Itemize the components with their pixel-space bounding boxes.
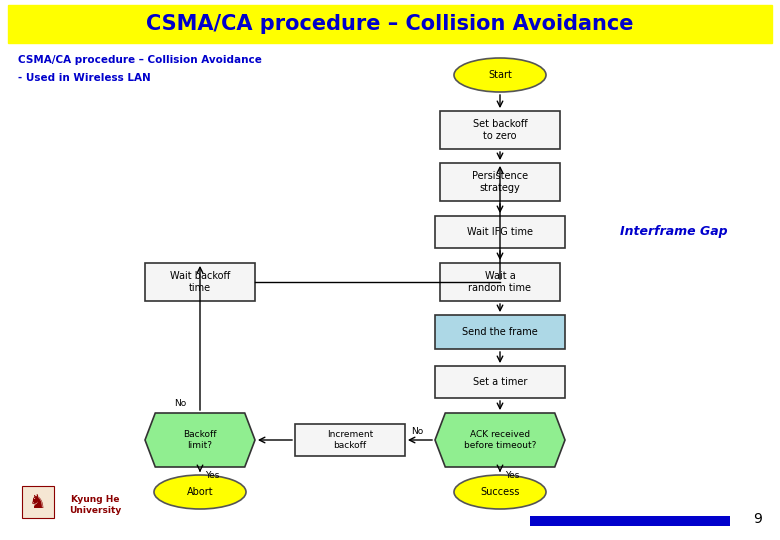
Bar — [435, 366, 565, 398]
Bar — [435, 216, 565, 248]
Bar — [22, 486, 54, 518]
Text: Set a timer: Set a timer — [473, 377, 527, 387]
Text: No: No — [174, 399, 186, 408]
Bar — [440, 163, 560, 201]
Text: CSMA/CA procedure – Collision Avoidance: CSMA/CA procedure – Collision Avoidance — [18, 55, 262, 65]
Ellipse shape — [454, 475, 546, 509]
Text: Abort: Abort — [186, 487, 213, 497]
Bar — [530, 516, 730, 526]
Text: Wait a
random time: Wait a random time — [469, 271, 531, 293]
Text: CSMA/CA procedure – Collision Avoidance: CSMA/CA procedure – Collision Avoidance — [147, 14, 633, 34]
Text: Yes: Yes — [505, 470, 519, 480]
Text: Kyung He
University: Kyung He University — [69, 495, 121, 515]
Text: ♞: ♞ — [30, 492, 47, 511]
Text: ACK received
before timeout?: ACK received before timeout? — [464, 430, 536, 450]
Polygon shape — [145, 413, 255, 467]
Text: Wait IFG time: Wait IFG time — [467, 227, 533, 237]
Bar — [145, 263, 255, 301]
Bar — [8, 5, 772, 43]
Ellipse shape — [454, 58, 546, 92]
Text: Send the frame: Send the frame — [462, 327, 538, 337]
Bar — [440, 263, 560, 301]
Bar — [295, 424, 405, 456]
Text: No: No — [411, 428, 423, 436]
Text: Backoff
limit?: Backoff limit? — [183, 430, 217, 450]
Text: Success: Success — [480, 487, 519, 497]
Bar — [440, 111, 560, 149]
Text: 9: 9 — [753, 512, 762, 526]
Text: Interframe Gap: Interframe Gap — [620, 226, 728, 239]
Text: Wait backoff
time: Wait backoff time — [170, 271, 230, 293]
Text: Set backoff
to zero: Set backoff to zero — [473, 119, 527, 141]
Text: Yes: Yes — [205, 470, 219, 480]
Text: Persistence
strategy: Persistence strategy — [472, 171, 528, 193]
Text: - Used in Wireless LAN: - Used in Wireless LAN — [18, 73, 151, 83]
Ellipse shape — [154, 475, 246, 509]
Text: Start: Start — [488, 70, 512, 80]
Bar — [435, 315, 565, 349]
Text: Increment
backoff: Increment backoff — [327, 430, 373, 450]
Polygon shape — [435, 413, 565, 467]
